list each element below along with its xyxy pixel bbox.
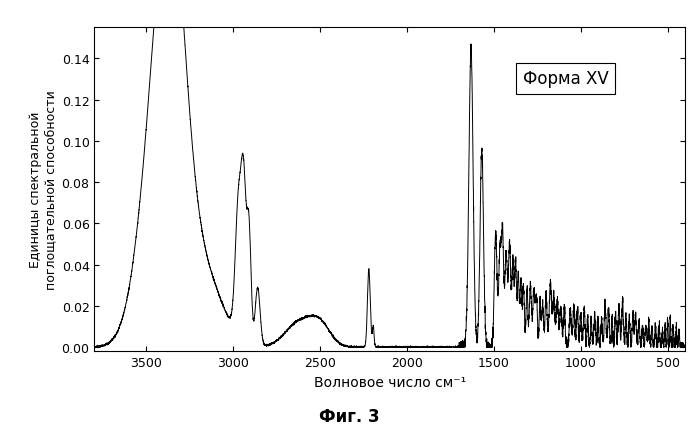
Text: Форма XV: Форма XV <box>523 70 608 88</box>
X-axis label: Волновое число см⁻¹: Волновое число см⁻¹ <box>314 375 466 389</box>
Y-axis label: Единицы спектральной
поглощательной способности: Единицы спектральной поглощательной спос… <box>29 90 57 289</box>
Text: Фиг. 3: Фиг. 3 <box>319 407 380 425</box>
